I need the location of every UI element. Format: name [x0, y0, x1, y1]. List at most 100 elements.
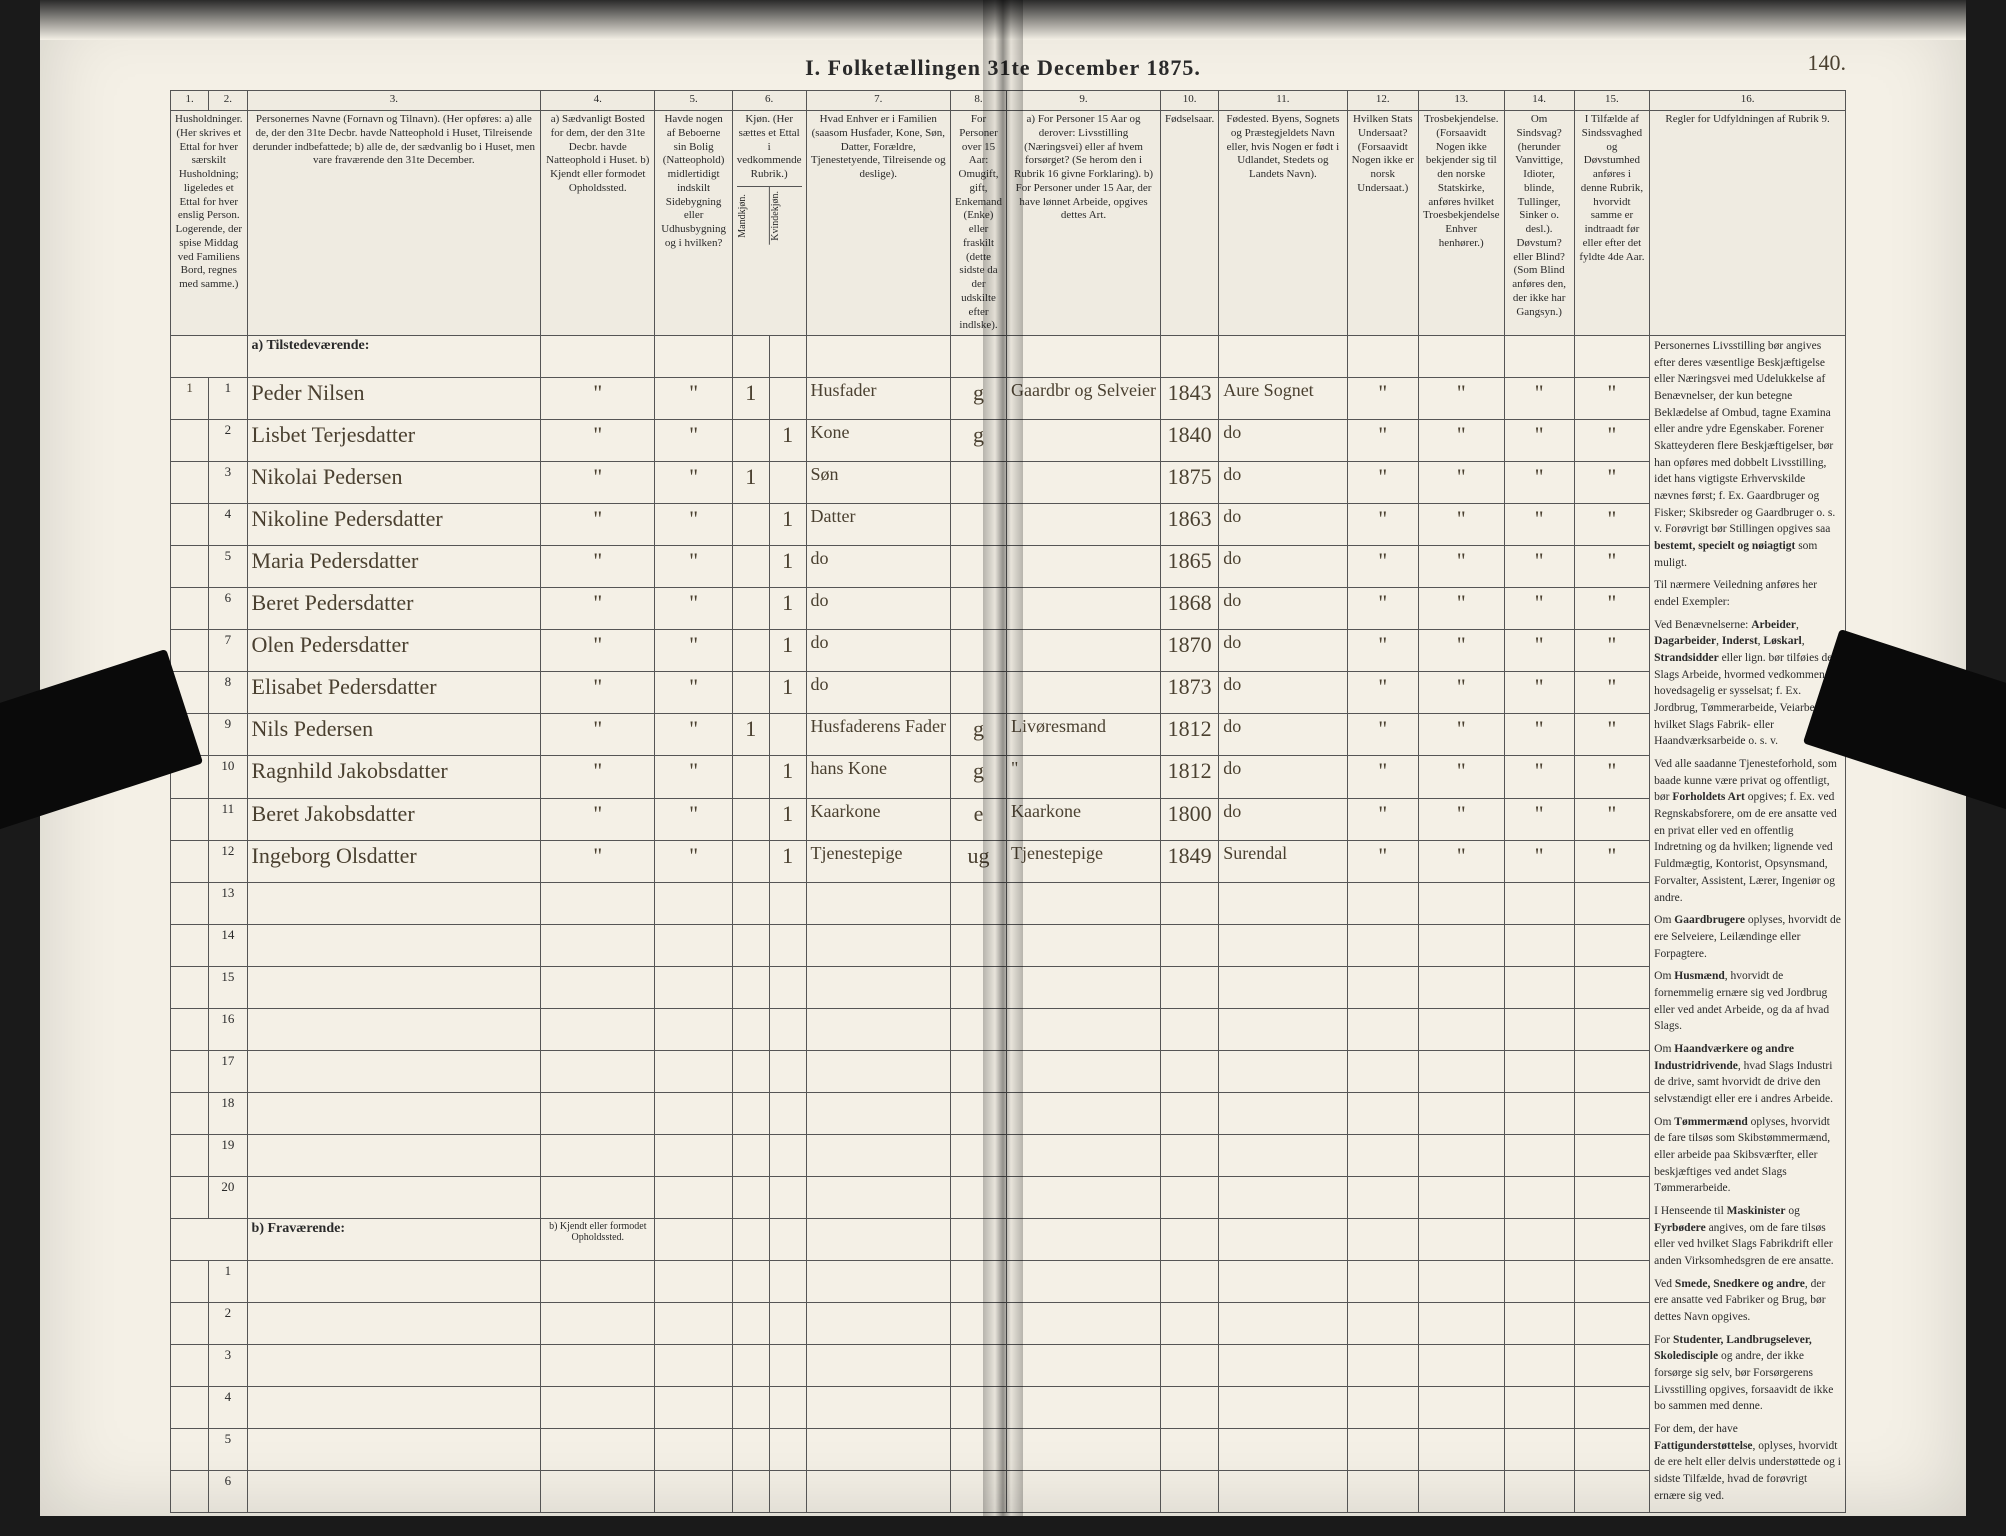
col-num: 10. [1161, 91, 1219, 111]
hdr-outbuilding: Havde nogen af Beboerne sin Bolig (Natte… [655, 111, 732, 336]
male [732, 672, 769, 714]
occupation: Kaarkone [1007, 798, 1161, 840]
religion: " [1418, 756, 1504, 798]
outbuilding: " [655, 420, 732, 462]
religion: " [1418, 840, 1504, 882]
disability: " [1504, 462, 1574, 504]
disability: " [1504, 756, 1574, 798]
person-name: Olen Pedersdatter [247, 630, 541, 672]
birth-place: do [1219, 420, 1347, 462]
outbuilding: " [655, 462, 732, 504]
family-position: Husfader [806, 378, 950, 420]
nationality: " [1347, 714, 1418, 756]
outbuilding: " [655, 756, 732, 798]
female: 1 [769, 546, 806, 588]
hdr-sex-label: Kjøn. (Her sættes et Ettal i vedkommende… [737, 113, 802, 182]
female [769, 462, 806, 504]
residence: " [541, 546, 655, 588]
female [769, 714, 806, 756]
birth-year: 1843 [1161, 378, 1219, 420]
instruction-paragraph: For dem, der have Fattigunderstøttelse, … [1654, 1421, 1841, 1504]
household-num [171, 798, 209, 840]
outbuilding: " [655, 378, 732, 420]
onset: " [1574, 756, 1649, 798]
occupation: Tjenestepige [1007, 840, 1161, 882]
disability: " [1504, 504, 1574, 546]
person-num: 5 [209, 546, 247, 588]
section-b-sub: b) Kjendt eller formodet Opholdssted. [541, 1218, 655, 1260]
outbuilding: " [655, 840, 732, 882]
disability: " [1504, 588, 1574, 630]
person-num: 4 [209, 1387, 247, 1429]
occupation [1007, 504, 1161, 546]
disability: " [1504, 840, 1574, 882]
family-position: do [806, 672, 950, 714]
occupation [1007, 546, 1161, 588]
nationality: " [1347, 840, 1418, 882]
female: 1 [769, 504, 806, 546]
instruction-paragraph: Om Tømmermænd oplyses, hvorvidt de fare … [1654, 1114, 1841, 1197]
occupation [1007, 672, 1161, 714]
nationality: " [1347, 378, 1418, 420]
occupation [1007, 588, 1161, 630]
residence: " [541, 378, 655, 420]
household-num [171, 504, 209, 546]
female: 1 [769, 840, 806, 882]
col-num: 2. [209, 91, 247, 111]
male [732, 630, 769, 672]
onset: " [1574, 588, 1649, 630]
religion: " [1418, 714, 1504, 756]
birth-place: Aure Sognet [1219, 378, 1347, 420]
residence: " [541, 588, 655, 630]
disability: " [1504, 798, 1574, 840]
occupation: " [1007, 756, 1161, 798]
male [732, 840, 769, 882]
birth-year: 1849 [1161, 840, 1219, 882]
birth-place: do [1219, 588, 1347, 630]
instructions-cell: Personernes Livsstilling bør angives eft… [1650, 336, 1846, 1513]
residence: " [541, 714, 655, 756]
nationality: " [1347, 420, 1418, 462]
instruction-paragraph: Om Gaardbrugere oplyses, hvorvidt de ere… [1654, 912, 1841, 962]
col-num: 3. [247, 91, 541, 111]
hdr-nationality: Hvilken Stats Undersaat? (Forsaavidt Nog… [1347, 111, 1418, 336]
col-num: 4. [541, 91, 655, 111]
household-num [171, 546, 209, 588]
hdr-occupation: a) For Personer 15 Aar og derover: Livss… [1007, 111, 1161, 336]
outbuilding: " [655, 504, 732, 546]
person-num: 8 [209, 672, 247, 714]
residence: " [541, 420, 655, 462]
birth-place: do [1219, 714, 1347, 756]
person-num: 4 [209, 504, 247, 546]
person-num: 2 [209, 420, 247, 462]
onset: " [1574, 630, 1649, 672]
disability: " [1504, 714, 1574, 756]
residence: " [541, 840, 655, 882]
instruction-paragraph: For Studenter, Landbrugselever, Skoledis… [1654, 1332, 1841, 1415]
col-num: 12. [1347, 91, 1418, 111]
nationality: " [1347, 462, 1418, 504]
col-num: 14. [1504, 91, 1574, 111]
family-position: Datter [806, 504, 950, 546]
birth-year: 1800 [1161, 798, 1219, 840]
birth-place: do [1219, 672, 1347, 714]
family-position: Søn [806, 462, 950, 504]
male [732, 756, 769, 798]
hdr-female: Kvindekjøn. [769, 187, 802, 245]
family-position: Kaarkone [806, 798, 950, 840]
col-num: 13. [1418, 91, 1504, 111]
birth-year: 1812 [1161, 756, 1219, 798]
birth-place: do [1219, 504, 1347, 546]
person-name: Peder Nilsen [247, 378, 541, 420]
family-position: do [806, 546, 950, 588]
occupation [1007, 420, 1161, 462]
female: 1 [769, 630, 806, 672]
outbuilding: " [655, 588, 732, 630]
residence: " [541, 630, 655, 672]
person-num: 3 [209, 462, 247, 504]
family-position: do [806, 588, 950, 630]
outbuilding: " [655, 714, 732, 756]
onset: " [1574, 714, 1649, 756]
religion: " [1418, 588, 1504, 630]
household-num [171, 588, 209, 630]
